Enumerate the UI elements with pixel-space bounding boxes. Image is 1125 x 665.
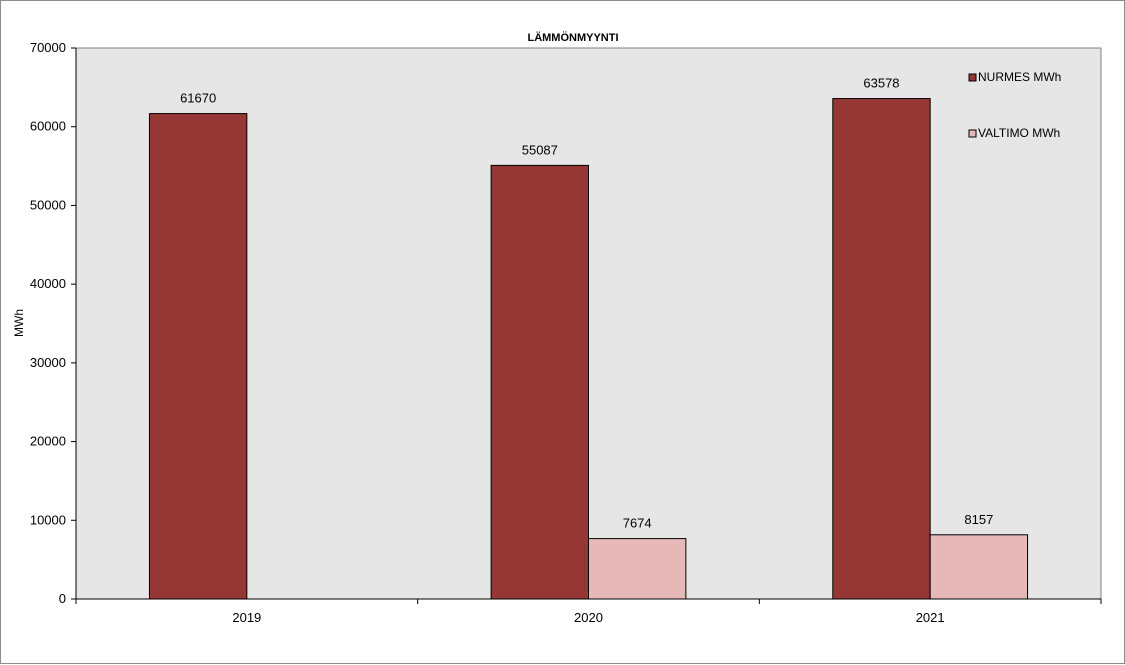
data-labels: 61670 55087 63578 7674 8157: [180, 76, 993, 531]
bar-valtimo-mwh-2021: [929, 534, 1029, 600]
x-tick-label: 2021: [916, 610, 945, 625]
x-tick-label: 2019: [232, 610, 261, 625]
chart-title: LÄMMÖNMYYNTI: [527, 31, 618, 44]
legend-swatch: [968, 129, 977, 138]
bar-valtimo-mwh-2020: [588, 538, 687, 600]
y-tick-label: 0: [59, 591, 66, 606]
y-tick-label: 30000: [30, 355, 66, 370]
legend-entry: VALTIMO MWh: [978, 126, 1060, 140]
data-label: 7674: [623, 516, 652, 531]
data-label: 8157: [964, 512, 993, 527]
data-label: 61670: [180, 91, 216, 106]
bar-nurmes-mwh-2021: [832, 98, 931, 600]
legend-entry: NURMES MWh: [978, 70, 1061, 84]
y-tick-label: 10000: [30, 512, 66, 527]
y-axis: 0 10000 20000 30000 40000 50000 60000 70000: [30, 40, 77, 606]
x-axis: 2019 2020 2021: [75, 598, 1102, 625]
y-tick-label: 60000: [30, 119, 66, 134]
bar-nurmes-mwh-2020: [490, 164, 589, 600]
y-tick-label: 50000: [30, 197, 66, 212]
legend: NURMES MWh VALTIMO MWh: [968, 70, 1061, 140]
bars: [148, 98, 1029, 600]
x-tick-label: 2020: [574, 610, 603, 625]
y-tick-label: 20000: [30, 434, 66, 449]
legend-swatch: [968, 73, 977, 82]
y-tick-label: 70000: [30, 40, 66, 55]
data-label: 63578: [863, 76, 899, 91]
bar-nurmes-mwh-2019: [148, 113, 248, 600]
y-tick-label: 40000: [30, 276, 66, 291]
data-label: 55087: [522, 142, 558, 157]
y-axis-title: MWh: [12, 309, 26, 337]
